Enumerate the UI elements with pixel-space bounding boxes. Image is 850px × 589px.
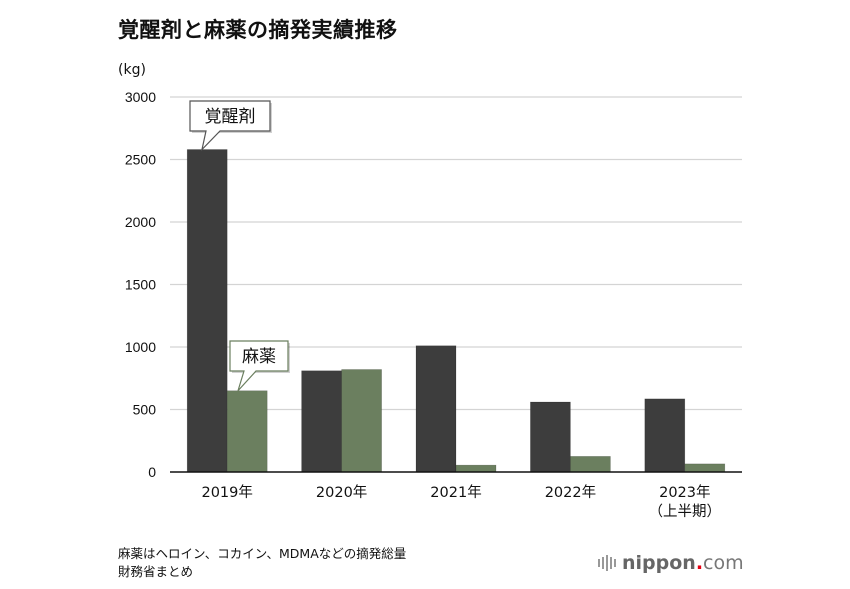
x-tick-label: 2021年 <box>430 484 481 501</box>
logo-tld: com <box>703 552 744 574</box>
callout-narcotics: 麻薬 <box>229 340 290 392</box>
y-tick-label: 3000 <box>125 89 156 105</box>
source-note: 財務省まとめ <box>118 564 194 579</box>
y-tick-label: 1000 <box>125 339 156 355</box>
callout-box <box>229 340 289 392</box>
x-tick-labels: 2019年 2020年 2021年 2022年 2023年 （上半期） <box>201 484 721 520</box>
y-tick-label: 1500 <box>125 277 156 293</box>
bar-narcotics <box>341 369 382 473</box>
nippon-logo: nippon. com <box>598 552 744 574</box>
chart-title: 覚醒剤と麻薬の摘発実績推移 <box>118 18 398 42</box>
callout-stimulants: 覚醒剤 <box>189 100 272 152</box>
callout-box <box>189 100 271 152</box>
bar-stimulants <box>186 149 228 473</box>
x-tick-label: 2023年 <box>659 484 710 501</box>
logo-name: nippon <box>622 552 696 574</box>
y-tick-labels: 0 500 1000 1500 2000 2500 3000 <box>125 89 156 480</box>
bar-chart: 0 500 1000 1500 2000 2500 3000 2019年 2020年 2021年… <box>125 89 742 520</box>
y-tick-label: 2000 <box>125 214 156 230</box>
y-axis-unit: (kg) <box>118 62 146 78</box>
x-tick-label: 2020年 <box>316 484 367 501</box>
bar-narcotics <box>455 464 497 473</box>
x-tick-label: 2022年 <box>545 484 596 501</box>
bar-narcotics <box>226 390 268 473</box>
bar-narcotics <box>570 456 611 473</box>
y-tick-label: 2500 <box>125 152 156 168</box>
y-tick-label: 500 <box>133 402 157 418</box>
bars <box>186 149 726 473</box>
callout-label: 覚醒剤 <box>205 107 256 127</box>
x-tick-sublabel: （上半期） <box>649 503 722 520</box>
callout-label: 麻薬 <box>242 347 276 367</box>
bar-stimulants <box>415 345 457 473</box>
bar-stimulants <box>301 370 342 473</box>
bar-stimulants <box>530 401 571 473</box>
bar-stimulants <box>644 398 686 473</box>
logo-dot: . <box>695 552 704 574</box>
y-tick-label: 0 <box>148 464 156 480</box>
bar-narcotics <box>684 463 726 473</box>
footnote: 麻薬はヘロイン、コカイン、MDMAなどの摘発総量 <box>118 546 407 561</box>
logo-mark-icon <box>598 555 616 571</box>
x-tick-label: 2019年 <box>201 484 252 501</box>
